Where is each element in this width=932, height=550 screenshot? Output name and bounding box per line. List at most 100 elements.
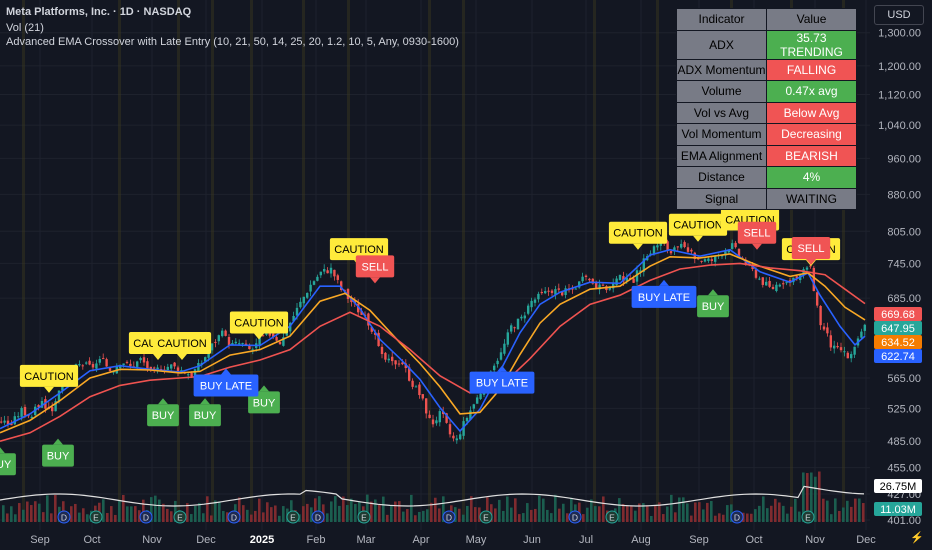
currency-selector[interactable]: USD bbox=[874, 5, 924, 25]
price-tag: 634.52 bbox=[874, 335, 922, 349]
candle bbox=[394, 360, 397, 365]
volume-bar bbox=[434, 497, 437, 522]
y-tick-label: 1,120.00 bbox=[878, 89, 921, 101]
candle bbox=[323, 268, 326, 272]
signal-arrow bbox=[53, 438, 63, 445]
volume-bar bbox=[542, 498, 545, 522]
candle bbox=[557, 288, 560, 290]
candle bbox=[839, 347, 843, 351]
volume-bar bbox=[586, 507, 589, 522]
volume-bar bbox=[498, 499, 501, 522]
panel-header-value: Value bbox=[766, 8, 857, 31]
price-tag-box bbox=[874, 321, 922, 335]
lightning-icon[interactable]: ⚡ bbox=[910, 532, 924, 544]
volume-bar bbox=[330, 501, 333, 522]
volume-bar bbox=[778, 502, 781, 522]
candle bbox=[656, 245, 659, 248]
signal-caution: CAUTION bbox=[152, 332, 212, 361]
symbol-title[interactable]: Meta Platforms, Inc. · 1D · NASDAQ bbox=[6, 6, 192, 18]
event-marker bbox=[57, 510, 71, 524]
volume-bar bbox=[846, 500, 849, 522]
volume-bar bbox=[626, 505, 629, 522]
strategy-label[interactable]: Advanced EMA Crossover with Late Entry (… bbox=[6, 36, 459, 48]
volume-bar bbox=[390, 505, 393, 522]
signal-box bbox=[147, 404, 179, 427]
price-tag-box bbox=[874, 335, 922, 349]
volume-bar bbox=[106, 513, 109, 522]
signal-box bbox=[189, 404, 221, 427]
signal-band bbox=[22, 0, 25, 520]
volume-bar bbox=[394, 501, 397, 522]
signal-box bbox=[737, 221, 777, 244]
volume-bar bbox=[666, 506, 669, 522]
volume-bar bbox=[354, 504, 357, 522]
candle bbox=[414, 386, 418, 388]
candle bbox=[258, 337, 261, 345]
event-marker bbox=[286, 510, 300, 524]
volume-indicator-label[interactable]: Vol (21) bbox=[6, 22, 44, 34]
candle bbox=[261, 335, 265, 337]
volume-bar bbox=[718, 513, 721, 522]
x-tick-label: Jun bbox=[523, 534, 541, 546]
candle bbox=[234, 341, 237, 344]
signal-text: CAUTION bbox=[234, 317, 284, 329]
grid-lines bbox=[0, 0, 870, 530]
volume-bar bbox=[658, 502, 661, 522]
candle bbox=[146, 361, 149, 369]
volume-bar bbox=[326, 513, 329, 522]
signal-arrow bbox=[752, 243, 762, 250]
candle bbox=[710, 259, 713, 261]
volume-bar bbox=[386, 514, 389, 522]
volume-bar bbox=[462, 514, 465, 522]
candle bbox=[812, 267, 815, 292]
volume-bar bbox=[454, 507, 457, 522]
signal-box bbox=[42, 444, 74, 467]
candle bbox=[3, 420, 6, 423]
x-tick-label: Sep bbox=[30, 534, 50, 546]
volume-bar bbox=[702, 509, 705, 522]
volume-bar bbox=[670, 494, 673, 522]
candle bbox=[795, 276, 798, 279]
volume-bar bbox=[338, 505, 341, 522]
volume-bar bbox=[270, 507, 273, 522]
candle bbox=[462, 421, 465, 436]
volume-bar bbox=[486, 497, 489, 522]
signal-band bbox=[656, 0, 659, 520]
candle bbox=[809, 265, 812, 267]
event-marker-label: D bbox=[734, 513, 740, 523]
event-marker bbox=[479, 510, 493, 524]
candle bbox=[530, 300, 533, 308]
candle bbox=[166, 366, 169, 371]
volume-bar bbox=[166, 508, 169, 522]
event-marker-label: E bbox=[290, 513, 296, 523]
candle bbox=[768, 280, 771, 287]
x-tick-label: 2025 bbox=[250, 534, 274, 546]
candle bbox=[510, 325, 513, 332]
candle bbox=[448, 424, 452, 435]
volume-bar bbox=[502, 510, 505, 522]
volume-bar bbox=[690, 515, 693, 522]
candle bbox=[472, 404, 475, 409]
event-marker-label: E bbox=[177, 513, 183, 523]
signal-arrow bbox=[44, 386, 54, 393]
candle bbox=[285, 332, 288, 336]
volume-bar bbox=[694, 502, 697, 522]
panel-value-volume: 0.47x avg bbox=[766, 80, 857, 103]
volume-bar bbox=[682, 497, 685, 522]
candle bbox=[850, 354, 853, 359]
price-tag: 26.75M bbox=[874, 479, 922, 493]
candle bbox=[700, 260, 703, 262]
volume-bar bbox=[842, 507, 845, 522]
volume-bar bbox=[602, 496, 605, 522]
volume-bar bbox=[242, 505, 245, 522]
volume-bar bbox=[154, 495, 157, 522]
volume-bar bbox=[26, 501, 29, 522]
candle bbox=[686, 247, 690, 252]
volume-bar bbox=[494, 508, 497, 522]
candle bbox=[129, 363, 132, 367]
candle bbox=[6, 420, 10, 425]
volume-bar bbox=[562, 503, 565, 522]
candle bbox=[499, 352, 503, 360]
candle bbox=[550, 290, 554, 294]
